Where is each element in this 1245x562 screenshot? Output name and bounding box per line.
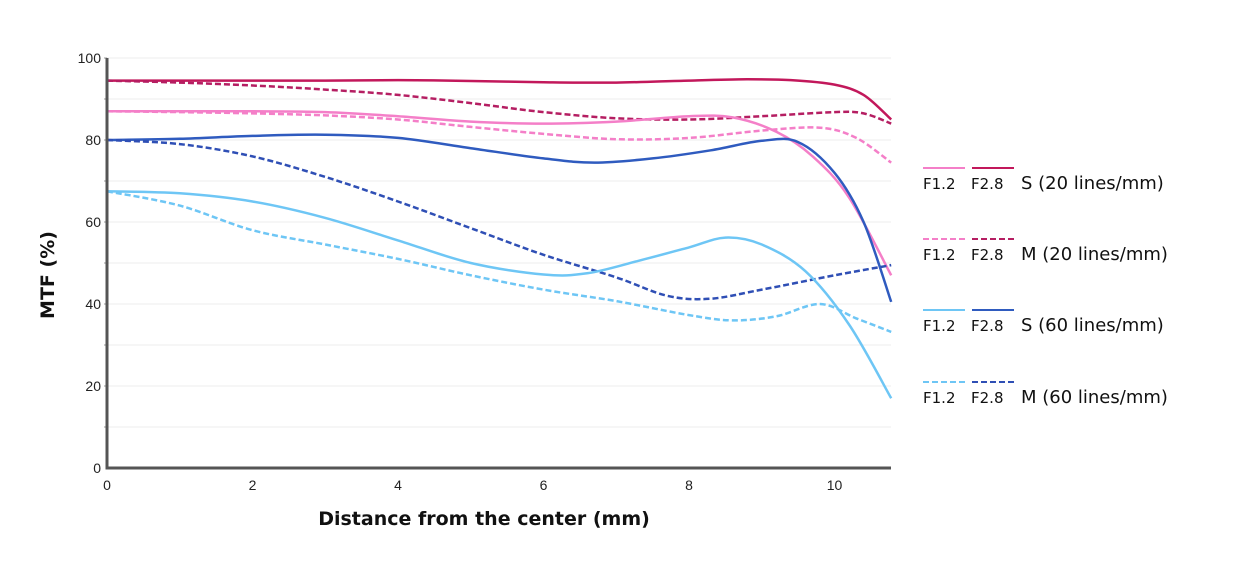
x-tick-label: 8: [685, 477, 693, 493]
series-line-2: [107, 110, 893, 276]
series-line-3: [106, 110, 892, 164]
x-tick-label: 2: [249, 477, 257, 493]
legend-item-m20: F1.2 F2.8 M (20 lines/mm): [923, 238, 1223, 278]
legend-label: M (60 lines/mm): [1021, 387, 1168, 408]
y-tick-label: 40: [85, 296, 101, 312]
legend-aperture-f28: F2.8: [971, 246, 1004, 264]
legend-aperture-f28: F2.8: [971, 389, 1004, 407]
legend-swatch-f12: [923, 381, 965, 383]
legend-swatch-f28: [972, 381, 1014, 383]
legend-swatch-f12: [923, 238, 965, 240]
x-tick-label: 0: [103, 477, 111, 493]
legend-label: S (20 lines/mm): [1021, 173, 1164, 194]
y-tick-label: 20: [85, 378, 101, 394]
legend-aperture-f28: F2.8: [971, 175, 1004, 193]
y-tick-label: 0: [93, 460, 101, 476]
series-line-4: [106, 133, 893, 303]
legend-item-s20: F1.2 F2.8 S (20 lines/mm): [923, 167, 1223, 207]
series-line-1: [106, 79, 892, 125]
series-line-0: [107, 78, 893, 121]
legend-aperture-f12: F1.2: [923, 389, 956, 407]
axes: [105, 58, 891, 470]
legend-aperture-f12: F1.2: [923, 175, 956, 193]
x-tick-label: 4: [394, 477, 402, 493]
y-axis-title: MTF (%): [37, 231, 59, 319]
legend-swatch-f28: [972, 309, 1014, 311]
y-tick-label: 80: [85, 132, 101, 148]
legend-aperture-f12: F1.2: [923, 317, 956, 335]
series-line-5: [106, 138, 892, 301]
legend-aperture-f12: F1.2: [923, 246, 956, 264]
legend-label: S (60 lines/mm): [1021, 315, 1164, 336]
series-line-6: [106, 190, 893, 399]
legend-item-m60: F1.2 F2.8 M (60 lines/mm): [923, 381, 1223, 421]
legend-label: M (20 lines/mm): [1021, 244, 1168, 265]
x-axis-title: Distance from the center (mm): [318, 508, 650, 530]
x-tick-label: 6: [540, 477, 548, 493]
legend-item-s60: F1.2 F2.8 S (60 lines/mm): [923, 309, 1223, 349]
legend-swatch-f28: [972, 167, 1014, 169]
legend-swatch-f12: [923, 167, 965, 169]
series-lines: [106, 78, 893, 399]
legend-aperture-f28: F2.8: [971, 317, 1004, 335]
series-line-7: [106, 190, 892, 334]
y-tick-label: 100: [78, 50, 102, 66]
gridlines: [104, 57, 891, 428]
legend-swatch-f12: [923, 309, 965, 311]
legend-swatch-f28: [972, 238, 1014, 240]
tick-labels: 0 20 40 60 80 100 0 2 4 6 8 10: [78, 50, 843, 493]
x-tick-label: 10: [827, 477, 843, 493]
y-tick-label: 60: [85, 214, 101, 230]
